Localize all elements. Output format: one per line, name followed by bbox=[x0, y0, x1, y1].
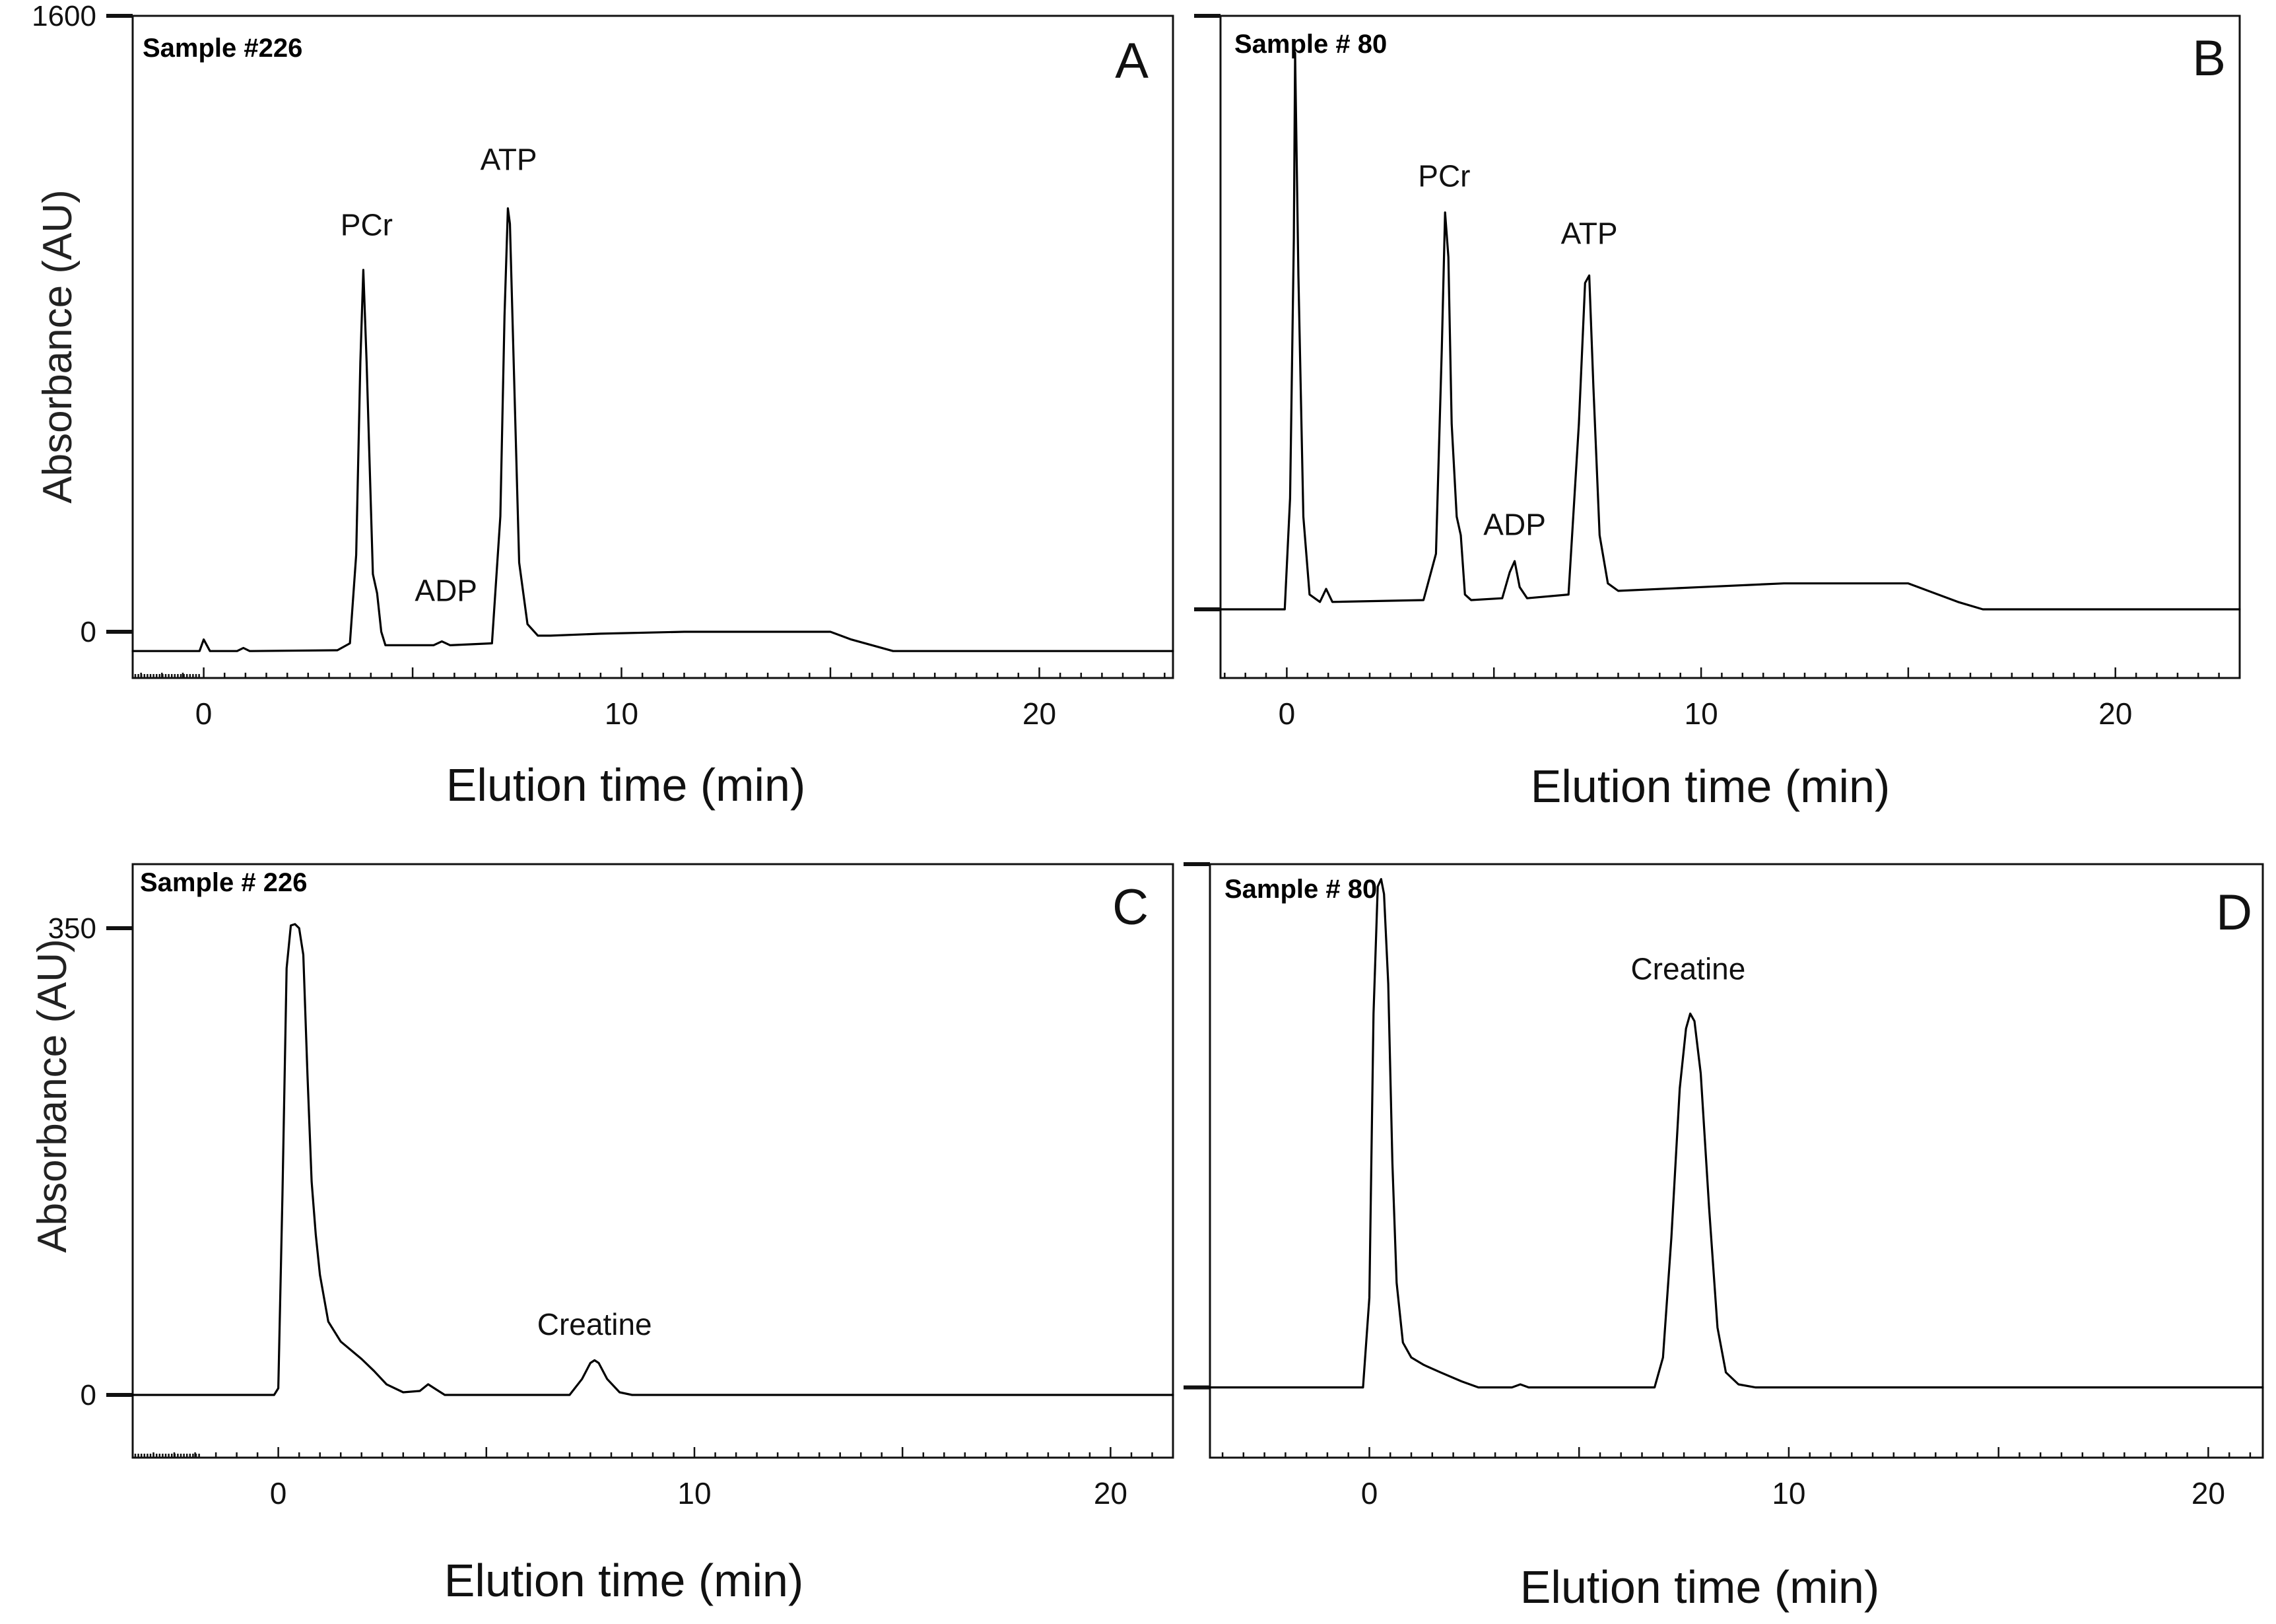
panel-a-xtick-label: 0 bbox=[195, 696, 213, 731]
panel-c-peak-labels: Creatine bbox=[537, 1307, 652, 1341]
panel-a-peak-label: ADP bbox=[415, 573, 477, 607]
panel-a-peak-label: ATP bbox=[481, 142, 537, 176]
panel-a-xlabel: Elution time (min) bbox=[446, 759, 806, 811]
panel-c-xtick-label: 20 bbox=[1094, 1476, 1127, 1510]
panel-c-xlabel: Elution time (min) bbox=[444, 1555, 804, 1606]
panel-b-peak-label: ADP bbox=[1483, 508, 1546, 542]
panel-c-yticks: 0 350 bbox=[48, 912, 133, 1411]
panel-a-frame bbox=[131, 15, 1174, 679]
panel-a-trace bbox=[131, 207, 1174, 652]
panel-b-sample-label: Sample # 80 bbox=[1234, 30, 1387, 59]
panel-d-xtick-label: 20 bbox=[2192, 1476, 2225, 1510]
panel-b-frame bbox=[1219, 15, 2241, 679]
panel-a-sample-label: Sample #226 bbox=[143, 34, 302, 63]
panel-b-xtick-label: 0 bbox=[1279, 696, 1296, 731]
panel-a-yticks: 0 1600 bbox=[32, 0, 133, 648]
panel-c-xticks: 0 10 20 bbox=[131, 1447, 1174, 1510]
panel-d: 0 10 20 Creatine Sample # 80 D Elution tim… bbox=[1184, 862, 2264, 1613]
panel-a-xtick-label: 10 bbox=[605, 696, 638, 731]
panel-b-xtick-label: 20 bbox=[2098, 696, 2132, 731]
panel-c-xtick-label: 0 bbox=[270, 1476, 287, 1510]
panel-d-trace bbox=[1209, 878, 2264, 1389]
panel-c-ytick-label: 350 bbox=[48, 912, 96, 945]
panel-b-letter: B bbox=[2192, 30, 2226, 86]
panel-d-yticks bbox=[1184, 862, 1210, 1390]
panel-a-baseline-ticks bbox=[134, 674, 200, 678]
panel-b-peak-label: ATP bbox=[1561, 217, 1618, 251]
panel-a: 0 10 20 0 1600 PCr ADP ATP Sample #226 A Elut… bbox=[32, 0, 1174, 811]
panel-d-xticks: 0 10 20 bbox=[1221, 1447, 2252, 1510]
panel-d-letter: D bbox=[2216, 885, 2252, 941]
panel-c-sample-label: Sample # 226 bbox=[140, 868, 308, 897]
panel-a-ylabel: Absorbance (AU) bbox=[35, 189, 81, 504]
panel-b-yticks bbox=[1194, 14, 1221, 611]
panel-b-xticks: 0 10 20 bbox=[1224, 667, 2241, 731]
panel-b: 0 10 20 PCr ADP ATP Sample # 80 B Elution ti… bbox=[1194, 14, 2241, 812]
panel-c: 0 10 20 0 350 Creatine Sample # 226 C Eluti… bbox=[30, 863, 1174, 1606]
panel-a-peak-label: PCr bbox=[341, 207, 393, 242]
panel-d-xtick-label: 0 bbox=[1361, 1476, 1378, 1510]
panel-a-ytick-label: 1600 bbox=[32, 0, 96, 32]
panel-d-xlabel: Elution time (min) bbox=[1520, 1561, 1880, 1613]
panel-a-ytick-label: 0 bbox=[81, 616, 96, 648]
panel-a-xticks: 0 10 20 bbox=[140, 667, 1166, 731]
panel-b-xlabel: Elution time (min) bbox=[1531, 761, 1891, 812]
panel-d-frame bbox=[1209, 863, 2264, 1459]
panel-c-ytick-label: 0 bbox=[81, 1379, 96, 1411]
panel-d-sample-label: Sample # 80 bbox=[1224, 875, 1377, 904]
panel-a-letter: A bbox=[1115, 33, 1149, 89]
panel-b-peak-label: PCr bbox=[1418, 159, 1470, 193]
panel-d-xtick-label: 10 bbox=[1772, 1476, 1805, 1510]
panel-c-ylabel: Absorbance (AU) bbox=[30, 939, 75, 1253]
panel-a-xtick-label: 20 bbox=[1022, 696, 1056, 731]
panel-a-peak-labels: PCr ADP ATP bbox=[341, 142, 537, 607]
panel-c-xtick-label: 10 bbox=[677, 1476, 711, 1510]
panel-d-peak-label: Creatine bbox=[1630, 951, 1745, 986]
panel-b-trace bbox=[1219, 51, 2241, 611]
panel-d-peak-labels: Creatine bbox=[1630, 951, 1745, 986]
panel-c-trace bbox=[131, 923, 1174, 1396]
panel-b-peak-labels: PCr ADP ATP bbox=[1418, 159, 1617, 542]
panel-c-letter: C bbox=[1112, 879, 1149, 935]
panel-c-peak-label: Creatine bbox=[537, 1307, 652, 1341]
panel-b-xtick-label: 10 bbox=[1685, 696, 1718, 731]
